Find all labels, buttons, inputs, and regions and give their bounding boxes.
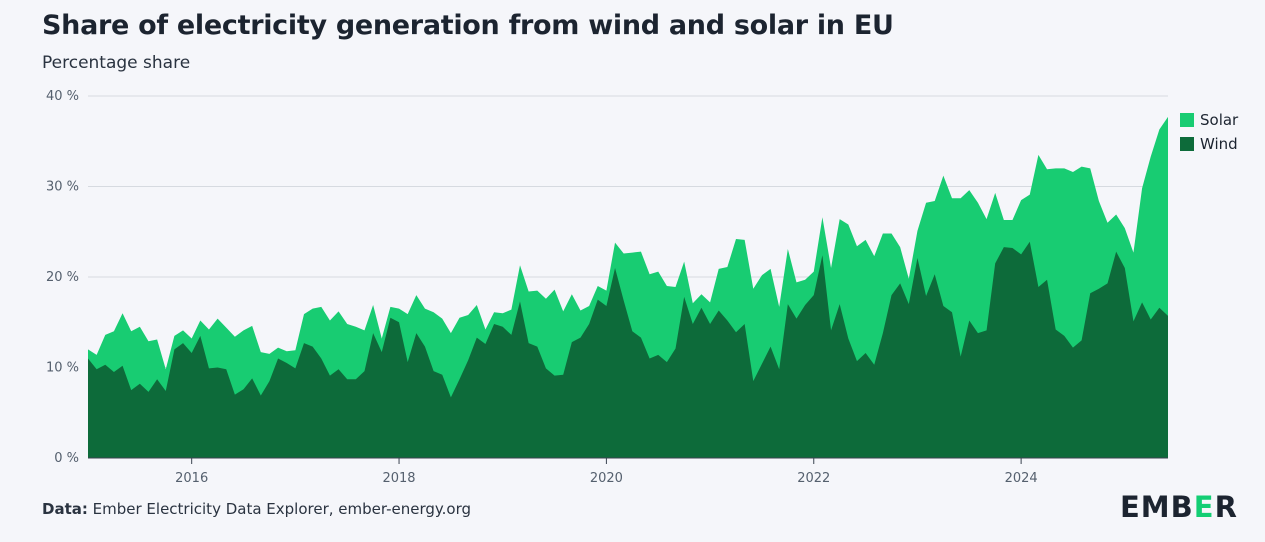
legend-label-solar: Solar	[1200, 111, 1239, 129]
y-tick-label: 10 %	[46, 361, 79, 376]
x-tick-label: 2016	[175, 471, 208, 486]
x-tick-label: 2024	[1005, 471, 1038, 486]
logo-text-end: R	[1214, 490, 1238, 524]
source-prefix: Data:	[42, 500, 88, 518]
y-tick-label: 40 %	[46, 89, 79, 104]
chart-subtitle: Percentage share	[42, 53, 191, 73]
y-tick-label: 20 %	[46, 270, 79, 285]
series-area-wind	[88, 241, 1168, 458]
source-text: Ember Electricity Data Explorer, ember-e…	[92, 500, 471, 518]
x-tick-label: 2020	[590, 471, 623, 486]
legend-swatch-solar	[1180, 113, 1194, 127]
source-note: Data: Ember Electricity Data Explorer, e…	[42, 500, 471, 518]
x-tick-label: 2018	[382, 471, 415, 486]
legend: Solar Wind	[1180, 108, 1238, 156]
legend-swatch-wind	[1180, 137, 1194, 151]
legend-item-solar[interactable]: Solar	[1180, 108, 1238, 132]
y-tick-label: 0 %	[54, 451, 79, 466]
logo-text-start: EMB	[1120, 490, 1194, 524]
legend-label-wind: Wind	[1200, 135, 1238, 153]
y-tick-label: 30 %	[46, 180, 79, 195]
logo-e-mark: E	[1193, 490, 1215, 524]
x-tick-label: 2022	[797, 471, 830, 486]
legend-item-wind[interactable]: Wind	[1180, 132, 1238, 156]
chart-title: Share of electricity generation from win…	[42, 10, 894, 41]
ember-logo: EMBER	[1120, 490, 1238, 524]
